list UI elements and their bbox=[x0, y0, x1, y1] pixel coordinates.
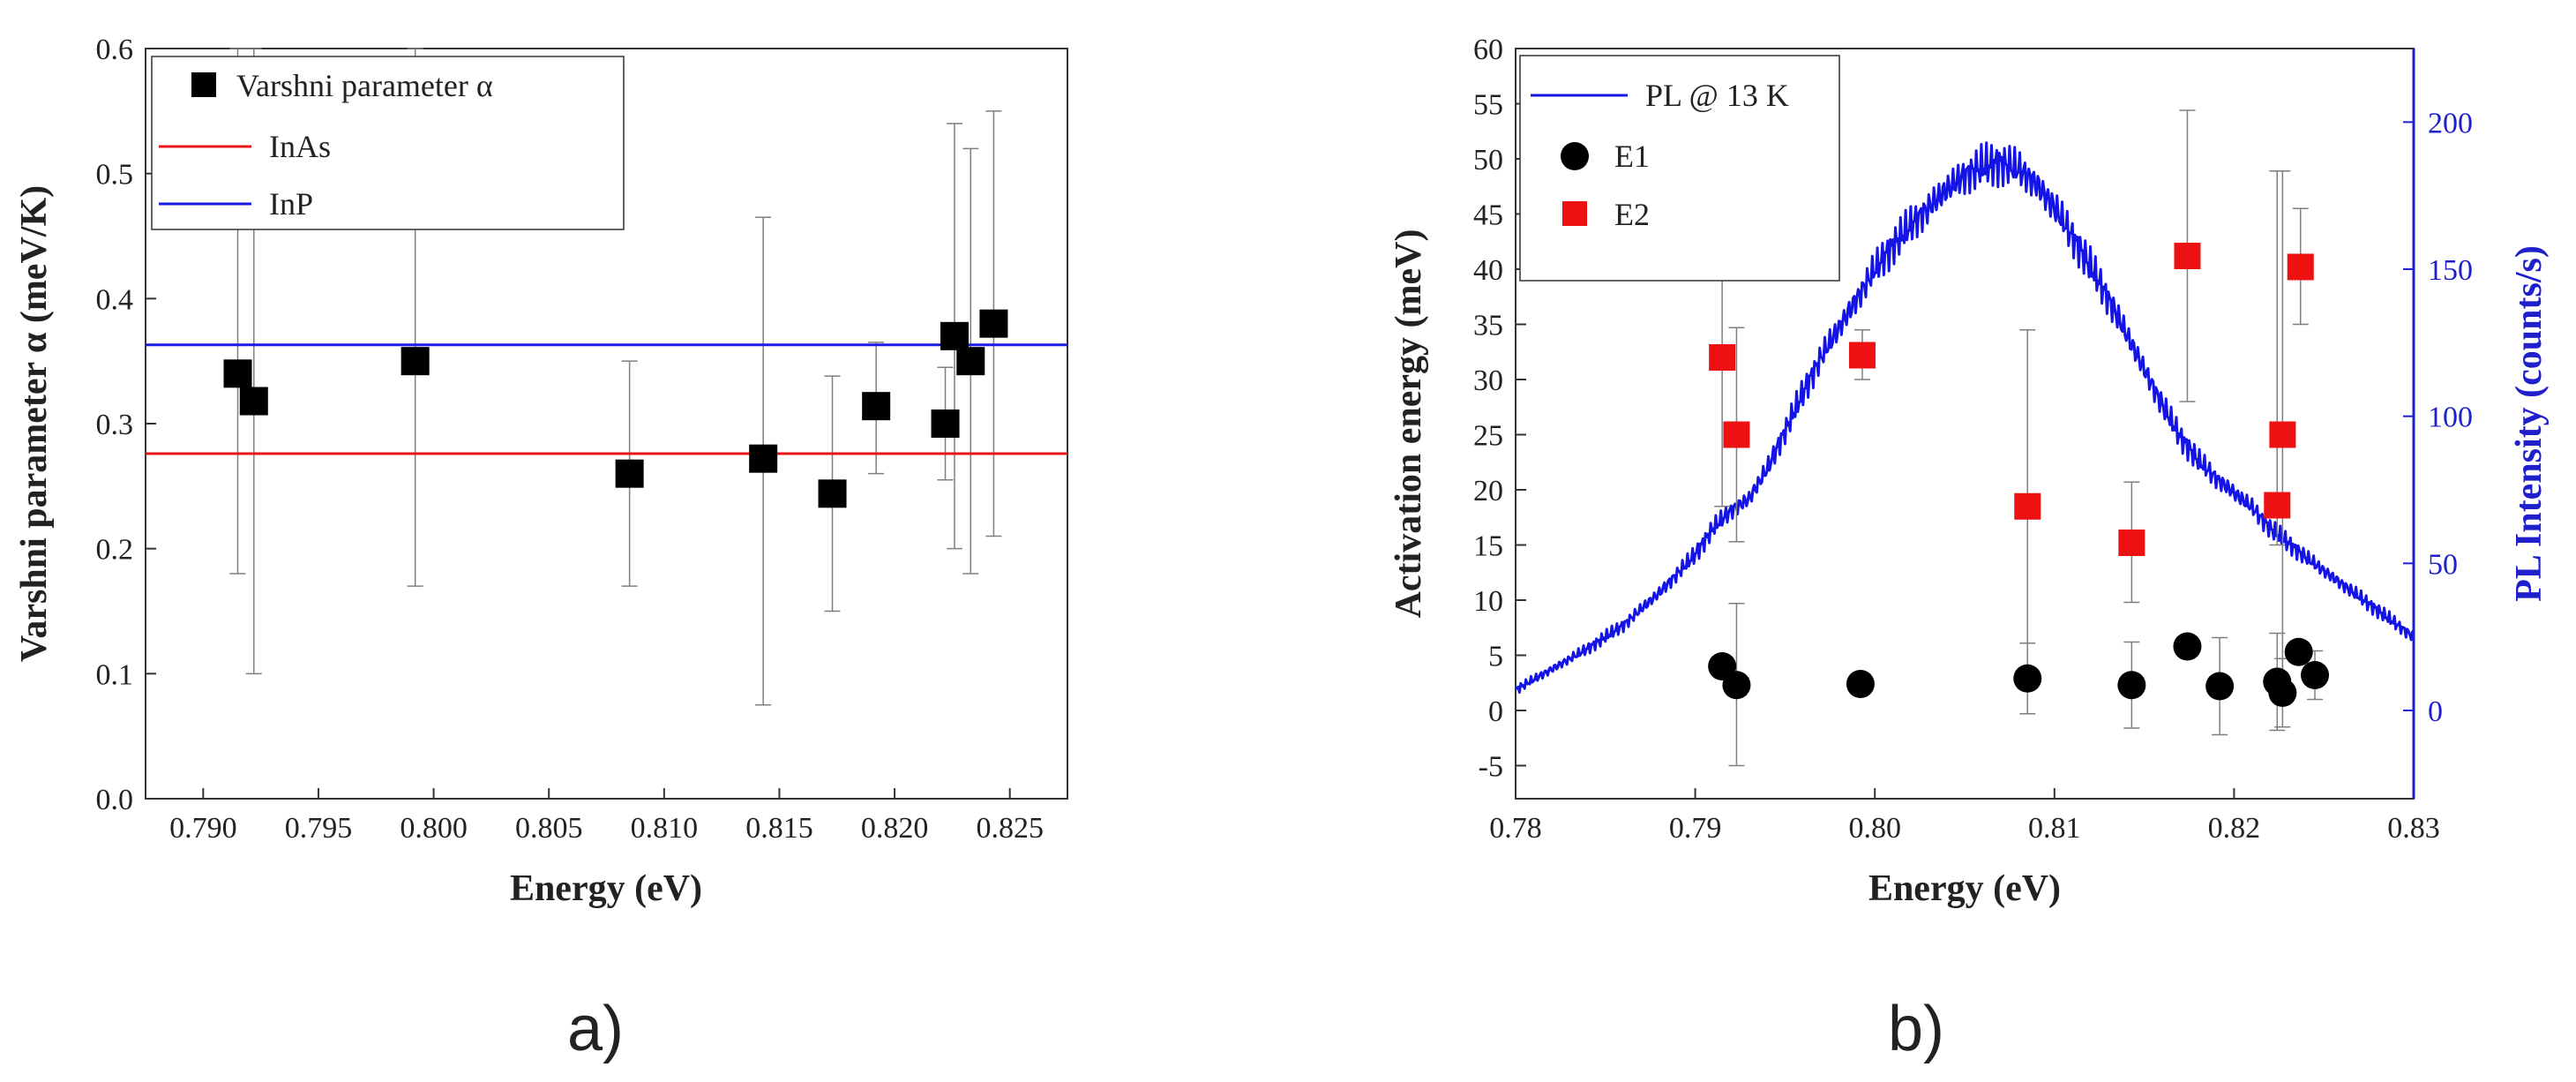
legend-square-marker bbox=[191, 72, 216, 97]
right-y-tick-label: 50 bbox=[2428, 548, 2458, 581]
panel-a-x-axis-title: Energy (eV) bbox=[510, 868, 702, 909]
y-tick-label: 0.6 bbox=[96, 34, 134, 66]
panel-a-legend-box bbox=[151, 56, 625, 230]
y-tick-label: 0.0 bbox=[96, 784, 134, 816]
e1-point bbox=[2013, 664, 2042, 693]
y-tick-label: 0.3 bbox=[96, 409, 134, 441]
x-tick-label: 0.825 bbox=[976, 812, 1044, 845]
e1-point bbox=[2268, 679, 2297, 707]
e2-point bbox=[1723, 421, 1750, 448]
e1-point bbox=[2173, 632, 2202, 661]
e2-point bbox=[1709, 344, 1736, 371]
right-y-tick-label: 0 bbox=[2428, 695, 2443, 728]
x-tick-label: 0.80 bbox=[1848, 812, 1901, 845]
panel-a-label: a) bbox=[567, 994, 624, 1064]
panel-a-y-ticks: 0.0 0.1 0.2 0.3 0.4 0.5 0.6 bbox=[96, 34, 156, 816]
panel-b-data-points bbox=[1708, 243, 2330, 707]
legend-label-e2: E2 bbox=[1614, 197, 1650, 232]
y-tick-label: 0.4 bbox=[96, 283, 134, 316]
varshni-point bbox=[223, 359, 252, 388]
panel-a-y-axis-title: Varshni parameter α (meV/K) bbox=[14, 185, 55, 662]
panel-b-x-axis-title: Energy (eV) bbox=[1868, 868, 2061, 909]
panel-a-legend: Varshni parameter α InAs InP bbox=[151, 56, 625, 230]
panel-b-y-axis-title: Activation energy (meV) bbox=[1389, 229, 1429, 619]
y-tick-label: 15 bbox=[1473, 530, 1503, 563]
x-tick-label: 0.790 bbox=[169, 812, 237, 845]
panel-b-x-ticks: 0.78 0.79 0.80 0.81 0.82 0.83 bbox=[1489, 788, 2440, 845]
e2-point bbox=[2014, 492, 2041, 520]
x-tick-label: 0.82 bbox=[2208, 812, 2261, 845]
varshni-point bbox=[979, 309, 1008, 338]
e1-point bbox=[2284, 637, 2313, 666]
panel-b-right-y-axis-title: PL Intensity (counts/s) bbox=[2509, 245, 2550, 602]
panel-b-legend: PL @ 13 K E1 E2 bbox=[1519, 55, 1840, 282]
y-tick-label: -5 bbox=[1479, 751, 1503, 784]
e1-point bbox=[2205, 672, 2235, 701]
x-tick-label: 0.78 bbox=[1489, 812, 1542, 845]
legend-label-inp: InP bbox=[269, 186, 313, 222]
varshni-point bbox=[931, 410, 960, 438]
e1-point bbox=[2117, 671, 2146, 700]
e2-point bbox=[2287, 253, 2314, 281]
y-tick-label: 10 bbox=[1473, 585, 1503, 618]
panel-b-right-y-ticks: 0 50 100 150 200 bbox=[2403, 107, 2473, 728]
varshni-point bbox=[401, 347, 430, 376]
e2-point bbox=[2118, 530, 2145, 556]
panel-b-y-ticks: -5 0 5 10 15 20 25 30 35 40 45 50 55 60 bbox=[1473, 34, 1526, 784]
x-tick-label: 0.810 bbox=[631, 812, 699, 845]
y-tick-label: 20 bbox=[1473, 475, 1503, 507]
y-tick-label: 0.2 bbox=[96, 534, 134, 567]
x-tick-label: 0.815 bbox=[745, 812, 813, 845]
varshni-point bbox=[818, 479, 847, 508]
x-tick-label: 0.820 bbox=[861, 812, 929, 845]
e1-point bbox=[1846, 670, 1875, 698]
varshni-point bbox=[956, 347, 985, 376]
y-tick-label: 60 bbox=[1473, 34, 1503, 66]
x-tick-label: 0.805 bbox=[515, 812, 583, 845]
y-tick-label: 55 bbox=[1473, 89, 1503, 122]
varshni-point bbox=[862, 392, 891, 421]
y-tick-label: 25 bbox=[1473, 420, 1503, 453]
legend-label-pl: PL @ 13 K bbox=[1645, 78, 1789, 113]
panel-b: 0.78 0.79 0.80 0.81 0.82 0.83 -5 0 5 10 15 20 25 30 3… bbox=[1389, 34, 2550, 1064]
right-y-tick-label: 150 bbox=[2428, 254, 2473, 287]
x-tick-label: 0.79 bbox=[1669, 812, 1722, 845]
x-tick-label: 0.800 bbox=[400, 812, 468, 845]
legend-label-e1: E1 bbox=[1614, 139, 1650, 174]
e2-point bbox=[2269, 421, 2296, 448]
panel-a-x-ticks: 0.790 0.795 0.800 0.805 0.810 0.815 0.820 0.825 bbox=[169, 788, 1044, 845]
varshni-point bbox=[615, 459, 644, 488]
x-tick-label: 0.81 bbox=[2028, 812, 2081, 845]
x-tick-label: 0.83 bbox=[2387, 812, 2440, 845]
y-tick-label: 0.1 bbox=[96, 658, 134, 691]
varshni-point bbox=[940, 321, 969, 350]
y-tick-label: 30 bbox=[1473, 364, 1503, 397]
right-y-tick-label: 100 bbox=[2428, 402, 2473, 434]
panel-b-label: b) bbox=[1888, 994, 1944, 1064]
e2-point bbox=[1848, 342, 1876, 369]
e2-point bbox=[2264, 492, 2291, 519]
e1-point bbox=[2301, 661, 2330, 689]
legend-red-square-marker bbox=[1562, 201, 1587, 226]
y-tick-label: 0 bbox=[1488, 695, 1503, 728]
y-tick-label: 0.5 bbox=[96, 159, 134, 192]
e2-point bbox=[2174, 243, 2201, 269]
x-tick-label: 0.795 bbox=[285, 812, 353, 845]
e1-point bbox=[1722, 671, 1751, 700]
y-tick-label: 50 bbox=[1473, 144, 1503, 177]
pl-13k-curve bbox=[1515, 141, 2415, 695]
panel-a: 0.790 0.795 0.800 0.805 0.810 0.815 0.820 0.825… bbox=[14, 34, 1068, 1064]
legend-circle-marker bbox=[1561, 142, 1589, 170]
right-y-tick-label: 200 bbox=[2428, 107, 2473, 139]
panel-a-data-points bbox=[223, 309, 1008, 508]
legend-label-inas: InAs bbox=[269, 129, 331, 164]
y-tick-label: 45 bbox=[1473, 199, 1503, 232]
y-tick-label: 40 bbox=[1473, 254, 1503, 287]
y-tick-label: 35 bbox=[1473, 310, 1503, 342]
varshni-point bbox=[749, 444, 778, 473]
varshni-point bbox=[239, 387, 268, 416]
legend-label-varshni: Varshni parameter α bbox=[236, 68, 493, 103]
y-tick-label: 5 bbox=[1488, 641, 1503, 673]
